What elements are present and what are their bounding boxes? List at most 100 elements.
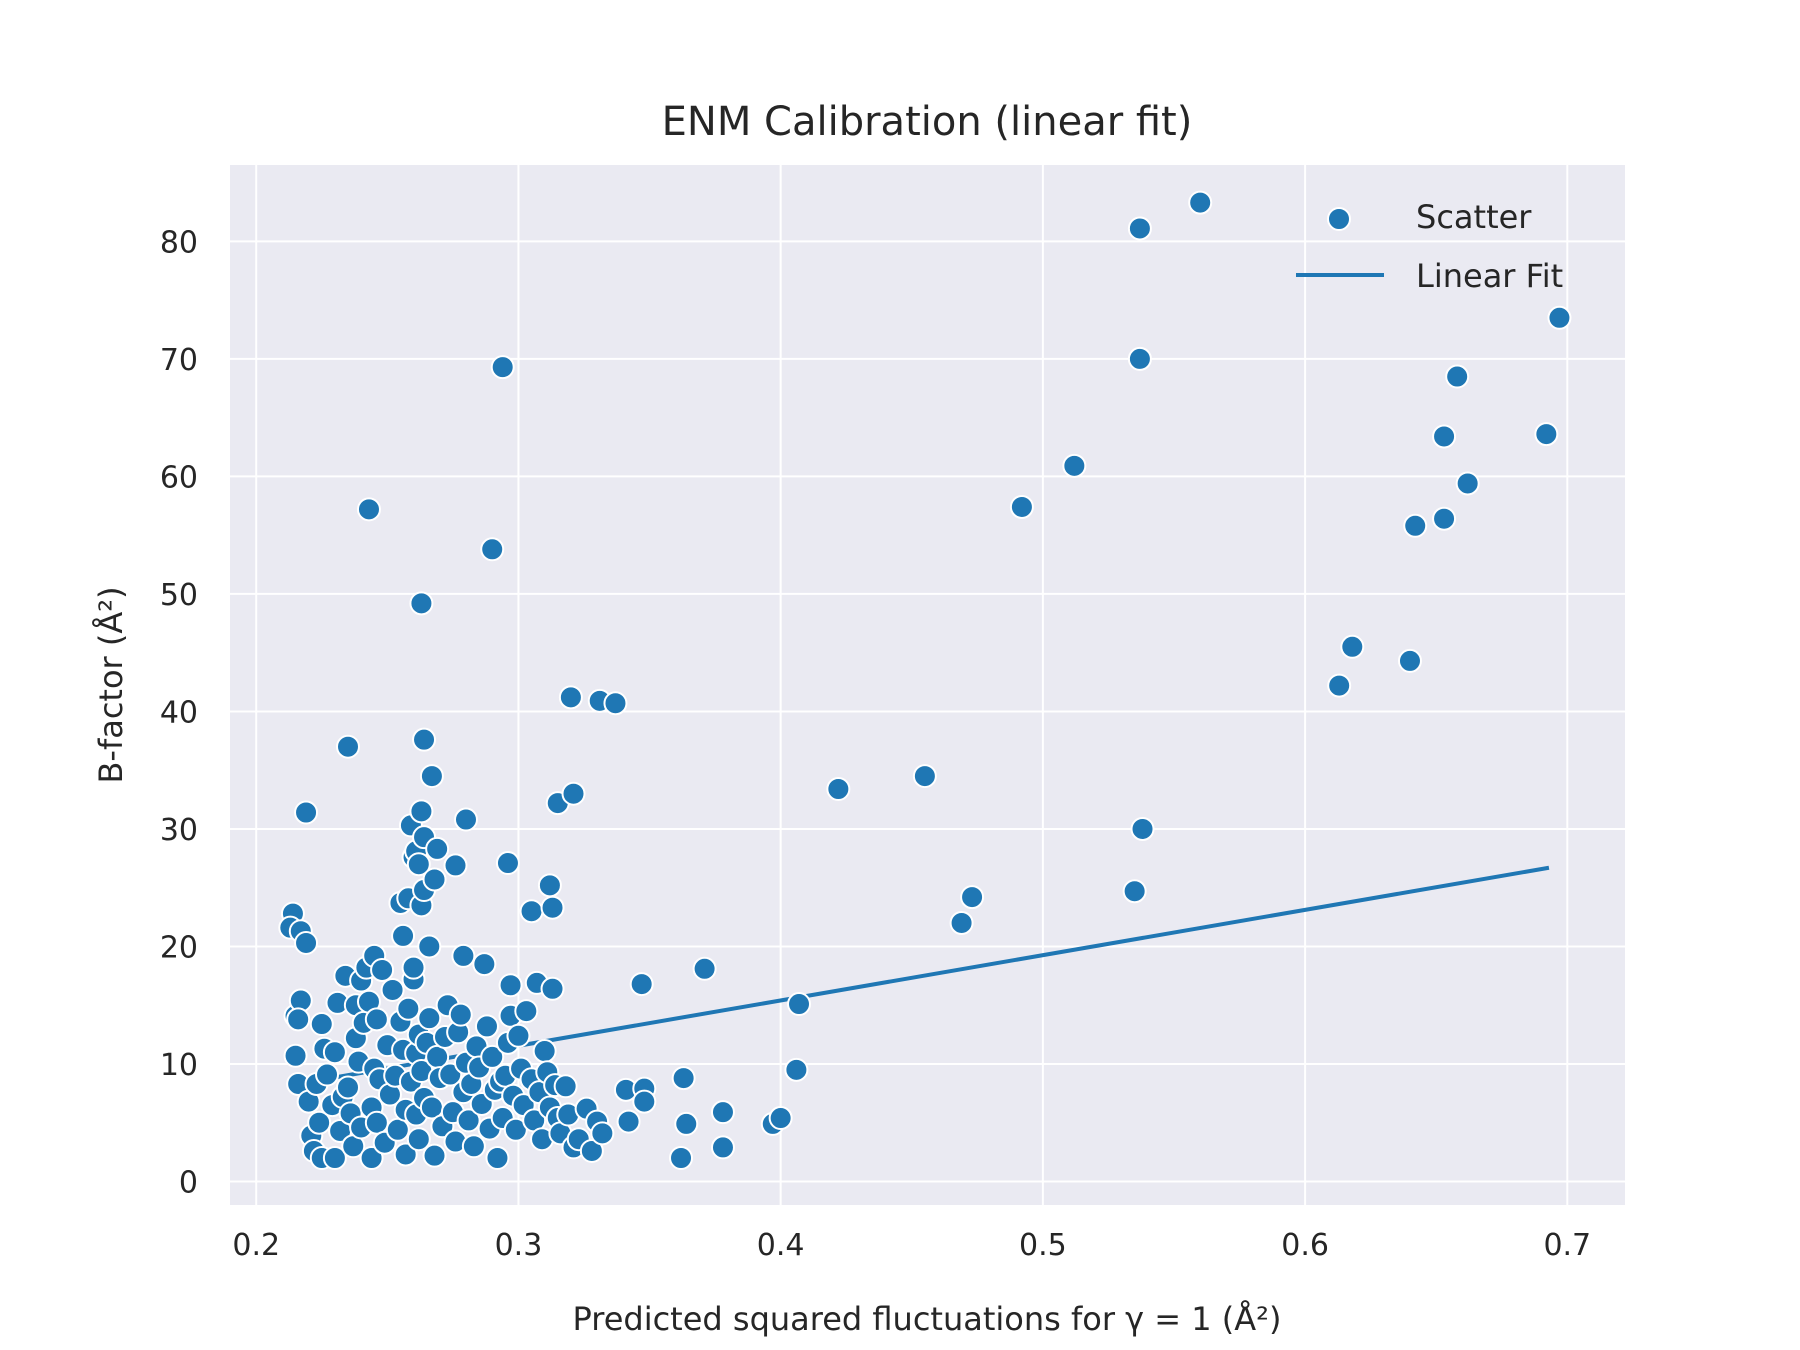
scatter-point xyxy=(632,1089,657,1114)
scatter-point xyxy=(412,727,437,752)
y-tick-label: 30 xyxy=(160,813,198,848)
scatter-point xyxy=(474,1014,499,1039)
scatter-point xyxy=(553,1074,578,1099)
scatter-point xyxy=(370,957,395,982)
y-tick-labels: 0 10 20 30 40 50 60 70 80 xyxy=(160,225,198,1200)
scatter-point xyxy=(826,777,851,801)
scatter-point xyxy=(456,1108,481,1133)
scatter-point xyxy=(490,355,515,380)
scatter-point xyxy=(283,1043,308,1068)
scatter-point xyxy=(453,807,478,832)
scatter-point xyxy=(1547,305,1572,330)
scatter-point xyxy=(385,1117,410,1142)
scatter-point xyxy=(616,1109,641,1134)
scatter-point xyxy=(768,1106,793,1131)
scatter-point xyxy=(692,956,717,981)
scatter-point xyxy=(674,1111,699,1136)
scatter-point xyxy=(949,910,974,935)
scatter-point xyxy=(335,1075,360,1100)
scatter-point xyxy=(537,873,562,898)
scatter-point xyxy=(425,836,450,861)
scatter-point xyxy=(506,1023,531,1048)
scatter-point xyxy=(391,923,416,948)
scatter-point xyxy=(356,497,381,522)
scatter-point xyxy=(532,1039,557,1064)
scatter-point xyxy=(1432,506,1457,531)
y-tick-label: 50 xyxy=(160,578,198,613)
scatter-point xyxy=(710,1135,735,1160)
scatter-point xyxy=(579,1138,604,1163)
scatter-point xyxy=(393,1142,418,1167)
y-tick-label: 40 xyxy=(160,695,198,730)
x-tick-label: 0.2 xyxy=(232,1228,280,1263)
scatter-point xyxy=(1062,453,1087,478)
scatter-point xyxy=(1127,346,1152,371)
scatter-point xyxy=(1455,471,1480,496)
x-tick-label: 0.3 xyxy=(495,1228,543,1263)
scatter-point xyxy=(787,992,812,1017)
scatter-point xyxy=(480,537,505,562)
legend: Scatter Linear Fit xyxy=(1296,198,1563,295)
y-tick-label: 80 xyxy=(160,225,198,260)
scatter-point xyxy=(1188,190,1213,215)
scatter-point xyxy=(485,1145,510,1170)
scatter-point xyxy=(380,977,405,1002)
scatter-point xyxy=(409,799,434,824)
x-tick-label: 0.5 xyxy=(1019,1228,1067,1263)
scatter-point xyxy=(710,1100,735,1125)
scatter-point xyxy=(422,867,447,892)
scatter-point xyxy=(422,1143,447,1168)
scatter-point xyxy=(519,899,544,924)
legend-scatter-marker xyxy=(1327,207,1351,231)
scatter-point xyxy=(540,976,565,1001)
scatter-point xyxy=(406,852,431,877)
scatter-point xyxy=(1122,879,1147,904)
scatter-point xyxy=(396,996,421,1021)
y-tick-label: 60 xyxy=(160,460,198,495)
scatter-point xyxy=(514,999,539,1024)
scatter-point xyxy=(335,734,360,759)
scatter-point xyxy=(461,1134,486,1159)
y-tick-label: 20 xyxy=(160,930,198,965)
scatter-point xyxy=(419,764,444,789)
scatter-layer xyxy=(278,190,1572,1170)
scatter-point xyxy=(1445,364,1470,389)
x-tick-label: 0.7 xyxy=(1543,1228,1591,1263)
scatter-point xyxy=(495,851,520,876)
scatter-point xyxy=(409,591,434,616)
scatter-point xyxy=(443,853,468,878)
scatter-point xyxy=(406,1127,431,1152)
scatter-point xyxy=(322,1040,347,1065)
scatter-point xyxy=(401,955,426,980)
scatter-point xyxy=(784,1057,809,1082)
y-tick-label: 0 xyxy=(179,1165,198,1200)
legend-line-label: Linear Fit xyxy=(1416,257,1563,295)
scatter-point xyxy=(1403,513,1428,538)
x-tick-label: 0.6 xyxy=(1281,1228,1329,1263)
scatter-point xyxy=(364,1007,389,1032)
scatter-point xyxy=(472,952,497,977)
scatter-point xyxy=(315,1062,340,1087)
scatter-point xyxy=(359,1145,384,1170)
scatter-point xyxy=(912,764,937,789)
scatter-point xyxy=(603,691,628,716)
scatter-point xyxy=(286,1007,311,1032)
scatter-point xyxy=(540,895,565,920)
scatter-point xyxy=(671,1066,696,1091)
scatter-point xyxy=(561,781,586,806)
scatter-point xyxy=(498,973,523,998)
scatter-point xyxy=(1397,648,1422,673)
scatter-point xyxy=(1009,494,1034,519)
y-tick-label: 10 xyxy=(160,1048,198,1083)
x-axis-label: Predicted squared fluctuations for γ = 1… xyxy=(573,1300,1282,1338)
scatter-point xyxy=(417,1006,442,1031)
scatter-point xyxy=(294,800,319,825)
scatter-point xyxy=(1127,216,1152,241)
scatter-point xyxy=(417,934,442,959)
scatter-point xyxy=(309,1012,334,1037)
scatter-point xyxy=(960,885,985,910)
legend-scatter-label: Scatter xyxy=(1416,198,1532,236)
x-tick-labels: 0.2 0.3 0.4 0.5 0.6 0.7 xyxy=(232,1228,1591,1263)
scatter-point xyxy=(1432,424,1457,449)
